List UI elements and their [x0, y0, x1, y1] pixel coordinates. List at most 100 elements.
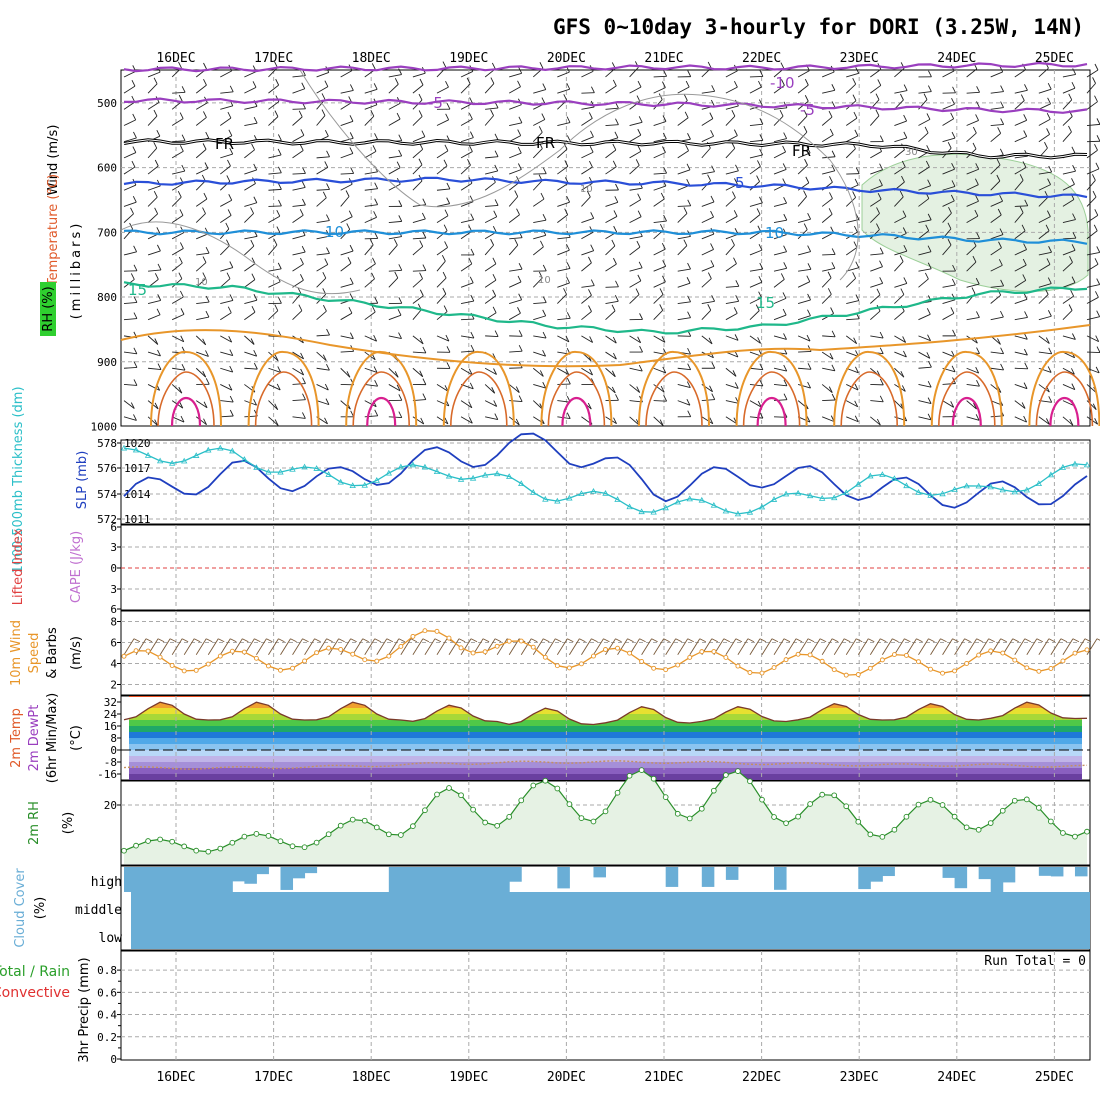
pressure-tick-label: 700: [97, 226, 117, 239]
wind-barb: [1062, 249, 1076, 256]
surface-wind-barb-flag: [338, 638, 345, 643]
wind-barb-flag: [205, 310, 210, 318]
wind-barb: [918, 198, 930, 207]
wind-barb: [629, 416, 640, 426]
wind-barb: [195, 84, 207, 94]
wind-barb-flag: [374, 182, 379, 189]
warm-dome: [930, 350, 1003, 427]
wind-barb-flag: [203, 192, 208, 200]
surface-wind-barb: [376, 638, 388, 655]
wind-barb: [220, 278, 231, 288]
warm-dome: [442, 350, 515, 427]
thickness-marker: [325, 471, 332, 477]
wind-barb-flag: [975, 114, 979, 121]
wind-barb-flag: [467, 158, 471, 166]
wind-barb: [701, 135, 714, 143]
wind-barb-flag: [494, 150, 499, 157]
wind-barb: [581, 196, 591, 207]
wind-barb: [388, 384, 401, 392]
wind-barb: [773, 138, 787, 143]
wind-barb: [942, 299, 956, 304]
thickness-marker: [265, 468, 272, 475]
wind-barb-flag: [326, 328, 330, 336]
wind-barb: [292, 351, 304, 360]
temp-band: [129, 744, 1082, 750]
wind-barb-flag: [422, 198, 427, 205]
wind-barb: [1014, 205, 1028, 207]
thickness-marker: [590, 487, 597, 494]
wind-barb-flag: [611, 304, 616, 312]
wind-barb: [460, 164, 471, 175]
wind-barb-flag: [517, 307, 521, 314]
wind-barb: [412, 309, 422, 320]
wind-barb-flag: [661, 336, 666, 343]
thickness-marker: [469, 474, 477, 481]
temperature-label: Temperature (°C): [46, 174, 61, 287]
wind-barb-flag: [251, 305, 256, 313]
wind-barb: [436, 247, 448, 256]
wind-barb-flag: [928, 360, 932, 368]
wind-barb-flag: [759, 148, 764, 156]
wind10-marker: [266, 663, 271, 669]
wind-barb: [412, 218, 426, 224]
surface-wind-barb-flag: [663, 638, 670, 643]
wind-barb: [436, 335, 450, 342]
wind-barb: [412, 72, 426, 78]
wind-barb-flag: [612, 79, 617, 87]
wind10-marker: [566, 665, 572, 671]
wind-barb: [316, 367, 330, 371]
wind-barb: [990, 133, 1001, 143]
wind-barb-flag: [470, 294, 475, 302]
wind-barb: [1014, 249, 1027, 256]
wind-barb-flag: [1023, 243, 1027, 250]
wind-barb-flag: [494, 133, 499, 140]
wind-barb-flag: [855, 167, 860, 174]
wind-barb-flag: [903, 277, 908, 284]
wind10-marker: [1024, 665, 1030, 671]
wind-barb-flag: [952, 329, 956, 337]
rh2m-marker: [1084, 828, 1090, 835]
chart-title: GFS 0~10day 3-hourly for DORI (3.25W, 14…: [553, 15, 1084, 39]
wind-barb: [195, 180, 206, 191]
wind-barb: [388, 314, 402, 321]
wind-barb-flag: [999, 195, 1004, 202]
wind-barb: [268, 384, 281, 391]
wind-barb-flag: [229, 365, 234, 373]
wind-barb: [340, 216, 353, 224]
thickness-marker: [903, 482, 910, 489]
wind-barb-flag: [637, 210, 642, 217]
wind-barb-flag: [1021, 402, 1026, 409]
cloud-high-bar: [461, 867, 474, 892]
wind-barb-flag: [299, 209, 304, 216]
wind-barb-flag: [586, 190, 591, 198]
rh2m-marker: [265, 833, 272, 839]
thickness-marker: [506, 473, 513, 479]
wind-barb: [268, 400, 279, 411]
wind-barb: [1038, 264, 1051, 272]
wind-barb-flag: [564, 208, 569, 215]
wind-barb: [220, 267, 233, 272]
surface-wind-barb: [195, 638, 207, 655]
wind10-marker: [1048, 666, 1054, 671]
wind-barb: [412, 416, 424, 425]
wind-barb-flag: [369, 238, 374, 246]
wind-barb-flag: [494, 330, 499, 337]
wind10-marker: [879, 657, 885, 663]
wind-barb: [364, 311, 376, 321]
wind-barb: [123, 213, 134, 223]
wind-barb: [629, 294, 640, 304]
wind-barb: [268, 116, 279, 126]
surface-wind-barb: [881, 638, 893, 655]
cloud-high-bar: [220, 867, 233, 892]
wind-barb: [605, 351, 617, 360]
wind-barb-flag: [1023, 382, 1028, 389]
wind-barb: [292, 235, 306, 240]
wind-barb: [171, 416, 185, 423]
wind-barb: [870, 282, 883, 288]
temp-band: [129, 726, 1082, 732]
wind-barb: [340, 250, 354, 256]
wind-barb-flag: [588, 305, 592, 312]
temp-band: [129, 738, 1082, 744]
wind-barb-flag: [927, 85, 932, 92]
wind-barb: [1038, 67, 1049, 78]
